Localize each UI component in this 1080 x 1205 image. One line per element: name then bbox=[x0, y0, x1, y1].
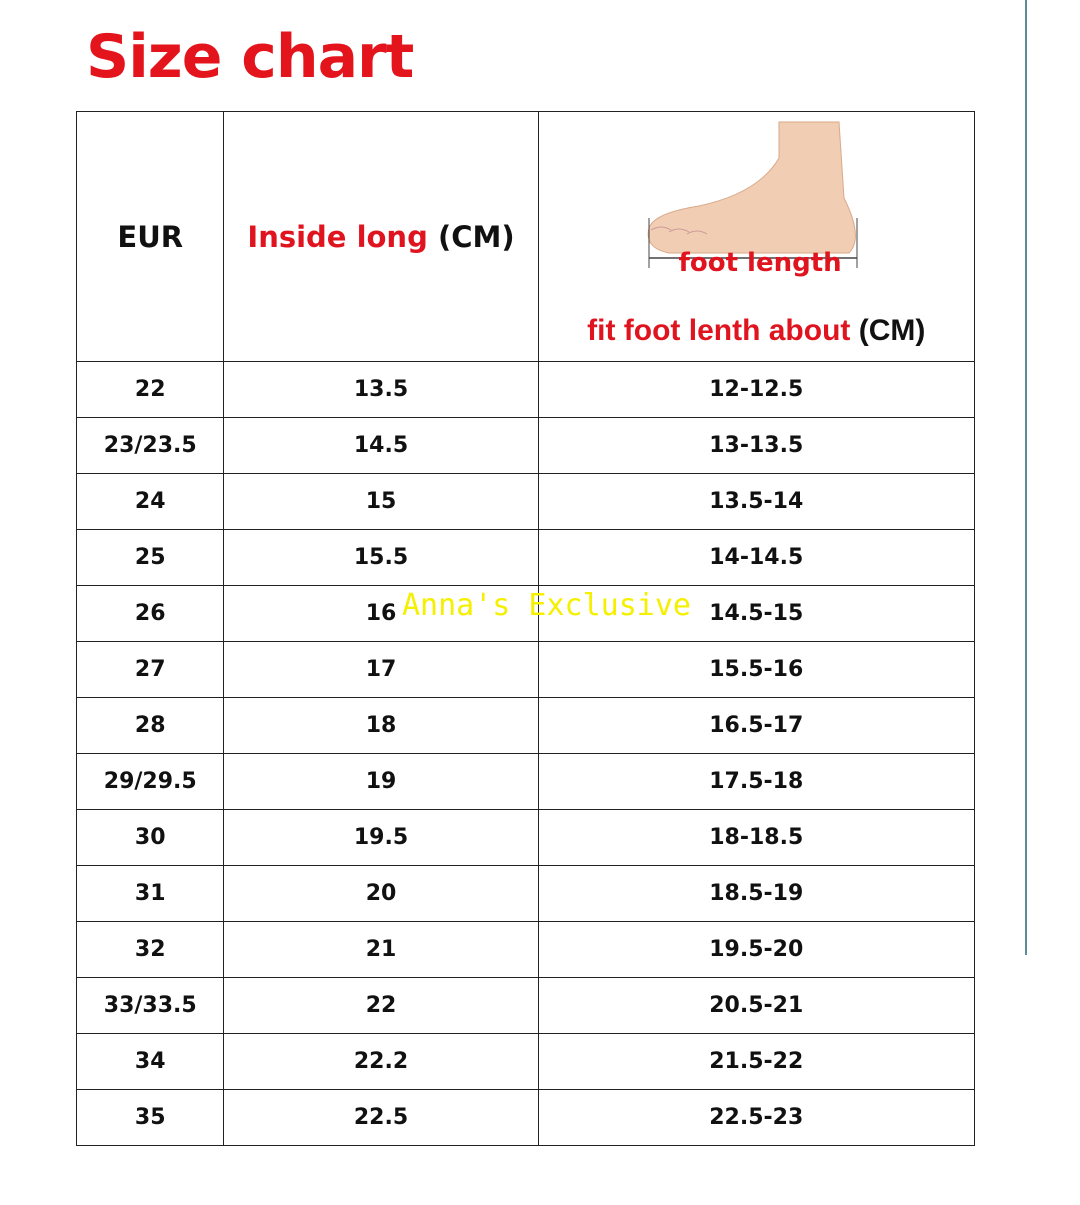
table-row: 33/33.5 22 20.5-21 bbox=[75, 977, 976, 1034]
cell-fit: 18-18.5 bbox=[537, 809, 976, 866]
cell-inside: 19 bbox=[223, 753, 539, 810]
cell-eur: 25 bbox=[75, 529, 225, 586]
size-table: EUR Inside long (CM) foot length fit foo… bbox=[75, 111, 976, 1146]
cell-eur: 33/33.5 bbox=[75, 977, 225, 1034]
cell-inside: 15.5 bbox=[223, 529, 539, 586]
table-header: EUR Inside long (CM) foot length fit foo… bbox=[75, 111, 976, 362]
cell-inside: 21 bbox=[223, 921, 539, 978]
divider bbox=[1025, 0, 1027, 955]
cell-fit: 13.5-14 bbox=[537, 473, 976, 530]
fit-unit: (CM) bbox=[858, 314, 926, 347]
cell-fit: 16.5-17 bbox=[537, 697, 976, 754]
fit-foot-label: fit foot lenth about (CM) bbox=[539, 314, 973, 348]
cell-fit: 18.5-19 bbox=[537, 865, 976, 922]
cell-eur: 29/29.5 bbox=[75, 753, 225, 810]
cell-fit: 15.5-16 bbox=[537, 641, 976, 698]
cell-inside: 22.2 bbox=[223, 1033, 539, 1090]
cell-eur: 26 bbox=[75, 585, 225, 642]
cell-eur: 27 bbox=[75, 641, 225, 698]
cell-inside: 19.5 bbox=[223, 809, 539, 866]
table-row: 27 17 15.5-16 bbox=[75, 641, 976, 698]
table-row: 32 21 19.5-20 bbox=[75, 921, 976, 978]
cell-eur: 28 bbox=[75, 697, 225, 754]
table-row: 30 19.5 18-18.5 bbox=[75, 809, 976, 866]
table-row: 25 15.5 14-14.5 bbox=[75, 529, 976, 586]
cell-inside: 17 bbox=[223, 641, 539, 698]
cell-eur: 22 bbox=[75, 361, 225, 418]
cell-inside: 22.5 bbox=[223, 1089, 539, 1146]
page-title: Size chart bbox=[86, 22, 414, 92]
inside-long-label: Inside long bbox=[247, 219, 428, 254]
header-eur: EUR bbox=[75, 111, 225, 362]
cell-eur: 32 bbox=[75, 921, 225, 978]
cell-eur: 34 bbox=[75, 1033, 225, 1090]
foot-illustration-icon bbox=[647, 121, 858, 268]
fit-foot-text: fit foot lenth about bbox=[587, 314, 851, 347]
cell-eur: 24 bbox=[75, 473, 225, 530]
cell-fit: 13-13.5 bbox=[537, 417, 976, 474]
table-row: 34 22.2 21.5-22 bbox=[75, 1033, 976, 1090]
cell-fit: 19.5-20 bbox=[537, 921, 976, 978]
cell-fit: 12-12.5 bbox=[537, 361, 976, 418]
header-fit-foot: foot length fit foot lenth about (CM) bbox=[537, 111, 976, 362]
cell-eur: 30 bbox=[75, 809, 225, 866]
cell-inside: 15 bbox=[223, 473, 539, 530]
table-row: 23/23.5 14.5 13-13.5 bbox=[75, 417, 976, 474]
cell-eur: 31 bbox=[75, 865, 225, 922]
table-row: 22 13.5 12-12.5 bbox=[75, 361, 976, 418]
cell-fit: 14-14.5 bbox=[537, 529, 976, 586]
cell-inside: 14.5 bbox=[223, 417, 539, 474]
header-inside-long: Inside long (CM) bbox=[223, 111, 539, 362]
cell-inside: 13.5 bbox=[223, 361, 539, 418]
cell-fit: 20.5-21 bbox=[537, 977, 976, 1034]
cell-eur: 23/23.5 bbox=[75, 417, 225, 474]
table-row: 29/29.5 19 17.5-18 bbox=[75, 753, 976, 810]
cell-fit: 22.5-23 bbox=[537, 1089, 976, 1146]
table-row: 31 20 18.5-19 bbox=[75, 865, 976, 922]
cell-fit: 17.5-18 bbox=[537, 753, 976, 810]
table-row: 24 15 13.5-14 bbox=[75, 473, 976, 530]
cell-fit: 21.5-22 bbox=[537, 1033, 976, 1090]
inside-unit: (CM) bbox=[437, 219, 515, 254]
watermark: Anna's Exclusive bbox=[402, 588, 691, 623]
cell-fit: 14.5-15 bbox=[537, 585, 976, 642]
table-row: 35 22.5 22.5-23 bbox=[75, 1089, 976, 1146]
cell-inside: 22 bbox=[223, 977, 539, 1034]
foot-length-label: foot length bbox=[678, 248, 842, 278]
table-row: 28 18 16.5-17 bbox=[75, 697, 976, 754]
cell-inside: 18 bbox=[223, 697, 539, 754]
cell-inside: 20 bbox=[223, 865, 539, 922]
cell-eur: 35 bbox=[75, 1089, 225, 1146]
